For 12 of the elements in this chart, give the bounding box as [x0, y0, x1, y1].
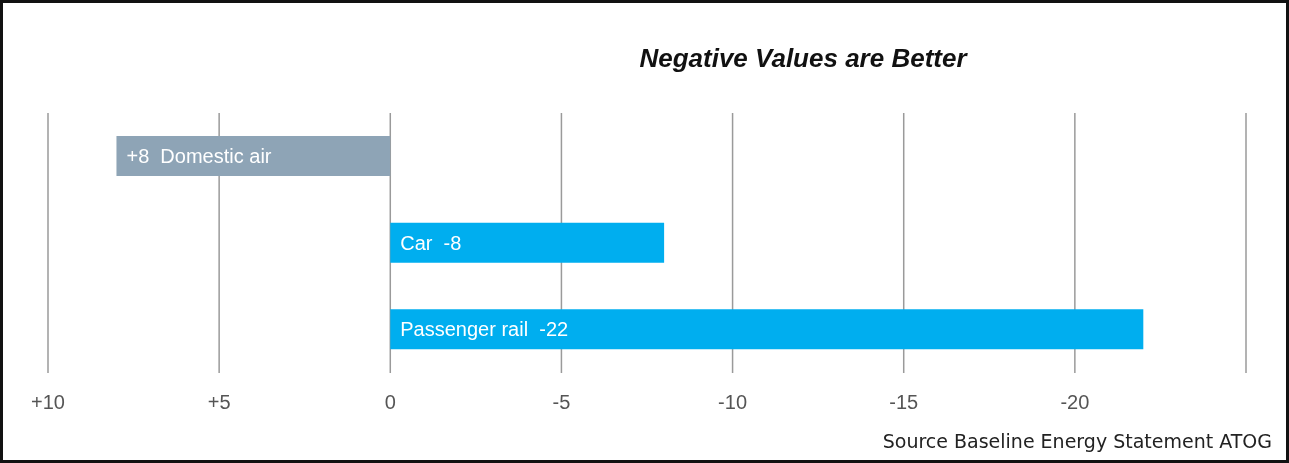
x-tick-label: +5 — [207, 391, 231, 414]
x-tick-label: -10 — [718, 391, 748, 414]
x-tick-label: 0 — [384, 391, 396, 414]
x-tick-label: -15 — [889, 391, 919, 414]
category-label: Car -8 — [400, 231, 462, 254]
category-label: Passenger rail -22 — [400, 318, 569, 341]
text: +8 Domestic air — [126, 145, 272, 167]
source-note: Source Baseline Energy Statement ATOG — [882, 430, 1272, 452]
x-tick-label: -5 — [552, 391, 571, 414]
x-tick-label: +10 — [31, 391, 65, 414]
chart-title: Negative Values are Better — [638, 43, 969, 74]
x-tick-label: -20 — [1060, 391, 1090, 414]
